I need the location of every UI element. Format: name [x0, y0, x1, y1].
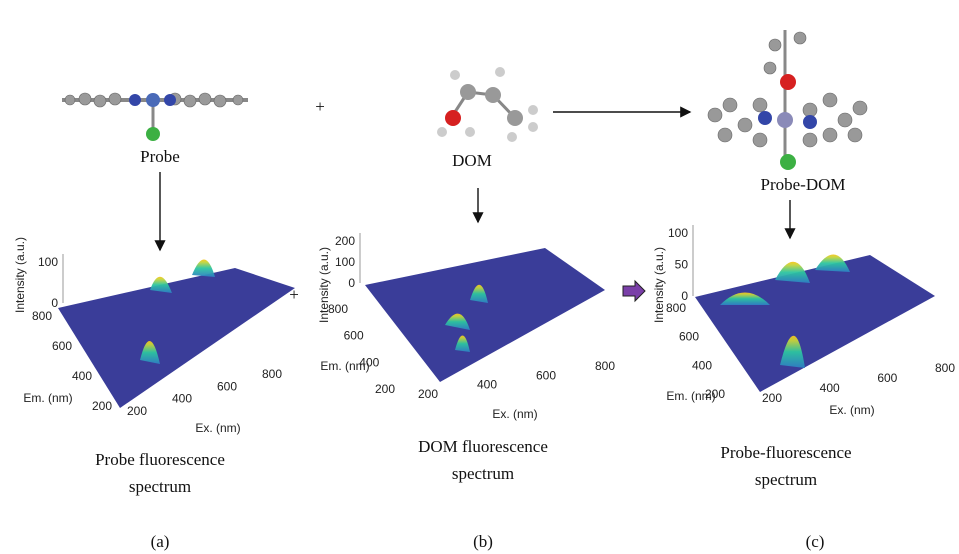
x-tick-label: 600: [536, 368, 556, 382]
y-tick-label: 800: [328, 302, 348, 316]
z-tick-label: 0: [348, 276, 355, 290]
x-axis-label: Ex. (nm): [195, 421, 240, 435]
plus-sign: +: [289, 285, 299, 304]
y-tick-label: 600: [344, 329, 364, 343]
probe-molecule: [62, 92, 248, 141]
x-tick-label: 400: [172, 392, 192, 406]
z-tick-label: 200: [335, 234, 355, 248]
x-tick-label: 600: [217, 379, 237, 393]
z-axis-label: Intensity (a.u.): [652, 247, 666, 323]
arrows: [154, 106, 796, 252]
spectrum-peak: [780, 335, 805, 368]
caption: spectrum: [452, 464, 514, 483]
surface-floor: [695, 255, 935, 392]
x-axis-label: Ex. (nm): [492, 407, 537, 421]
panel-letter: (a): [151, 532, 170, 551]
y-tick-label: 400: [359, 355, 379, 369]
y-axis-label: Em. (nm): [23, 391, 72, 405]
z-tick-label: 50: [675, 258, 689, 272]
caption: DOM fluorescence: [418, 437, 548, 456]
surface-floor: [365, 248, 605, 382]
probe-dom-molecule: [707, 30, 868, 170]
y-tick-label: 200: [92, 399, 112, 413]
spectrum-peak: [455, 335, 470, 352]
z-tick-label: 100: [335, 255, 355, 269]
y-tick-label: 800: [32, 309, 52, 323]
caption: spectrum: [755, 470, 817, 489]
caption: spectrum: [129, 477, 191, 496]
x-tick-label: 200: [762, 391, 782, 405]
y-tick-label: 200: [705, 387, 725, 401]
y-tick-label: 600: [679, 330, 699, 344]
x-tick-label: 400: [477, 378, 497, 392]
x-tick-label: 200: [127, 404, 147, 418]
molecule-label: DOM: [452, 151, 492, 170]
surface-floor: [58, 268, 295, 408]
molecule-label: Probe: [140, 147, 180, 166]
result-arrow: [622, 279, 646, 303]
y-tick-label: 800: [666, 301, 686, 315]
x-tick-label: 800: [595, 359, 615, 373]
molecule-label: Probe-DOM: [761, 175, 846, 194]
z-tick-label: 0: [51, 296, 58, 310]
x-tick-label: 400: [820, 381, 840, 395]
caption: Probe fluorescence: [95, 450, 225, 469]
y-axis-label: Em. (nm): [320, 359, 369, 373]
x-tick-label: 800: [935, 361, 955, 375]
plus-sign: +: [315, 97, 325, 116]
dom-molecule: [437, 67, 538, 142]
panel-letter: (b): [473, 532, 493, 551]
y-axis-label: Em. (nm): [666, 389, 715, 403]
y-tick-label: 200: [375, 382, 395, 396]
panel: DOM0100200200400600800200400600800Intens…: [317, 151, 615, 551]
spectrum-peak: [192, 259, 215, 277]
panel: Probe-DOM050100200400600800200400600800I…: [652, 175, 955, 551]
x-tick-label: 200: [418, 387, 438, 401]
spectrum-peak: [445, 313, 470, 330]
z-tick-label: 0: [681, 289, 688, 303]
y-tick-label: 600: [52, 339, 72, 353]
spectrum-peak: [150, 276, 172, 293]
z-tick-label: 100: [38, 255, 58, 269]
y-tick-label: 400: [72, 369, 92, 383]
z-tick-label: 100: [668, 226, 688, 240]
panel-letter: (c): [806, 532, 825, 551]
panel: Probe 0 100 200 400 600 800 200 400 600 800 Intensi…: [13, 147, 295, 551]
x-axis-label: Ex. (nm): [829, 403, 874, 417]
z-axis-label: Intensity (a.u.): [317, 247, 331, 323]
caption: Probe-fluorescence: [720, 443, 851, 462]
spectrum-peak: [815, 254, 850, 272]
z-axis-label: Intensity (a.u.): [13, 237, 27, 313]
spectrum-peak: [775, 261, 810, 283]
y-tick-label: 400: [692, 358, 712, 372]
spectrum-peak: [720, 292, 770, 305]
x-tick-label: 600: [877, 371, 897, 385]
spectrum-peak: [470, 284, 488, 303]
spectrum-peak: [140, 340, 160, 364]
x-tick-label: 800: [262, 367, 282, 381]
